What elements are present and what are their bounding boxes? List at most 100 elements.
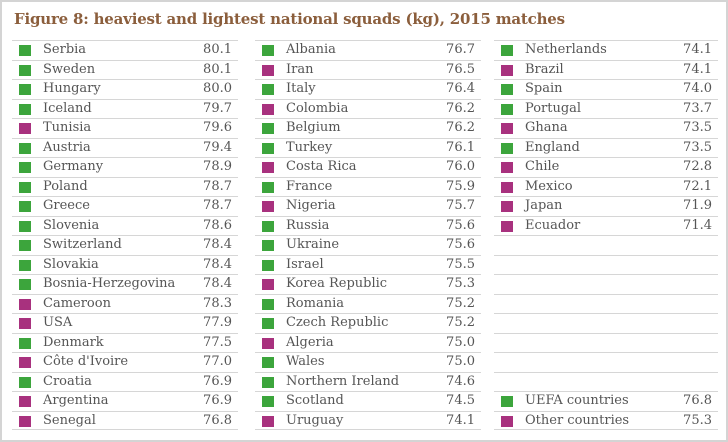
squad-weight-value: 76.5 <box>446 61 475 77</box>
country-name: Italy <box>286 81 316 96</box>
other-swatch-icon <box>501 220 513 232</box>
table-row: Uruguay 74.1 <box>255 410 481 430</box>
table-row: Croatia 76.9 <box>12 371 238 392</box>
other-swatch-icon <box>19 123 31 134</box>
table-row: Italy 76.4 <box>255 79 481 99</box>
table-row: Slovakia 78.4 <box>12 254 238 275</box>
squad-weight-value: 76.8 <box>203 412 232 428</box>
table-row: Mexico 72.1 <box>494 176 718 197</box>
other-swatch-icon <box>262 415 274 427</box>
other-swatch-icon <box>501 162 513 173</box>
country-name: Korea Republic <box>286 276 388 291</box>
country-name: Other countries <box>525 412 630 428</box>
country-name: Slovakia <box>43 256 99 272</box>
squad-weight-value: 76.9 <box>203 373 232 389</box>
uefa-swatch-icon <box>501 45 513 56</box>
squad-weight-value: 78.4 <box>203 256 232 272</box>
squad-weight-value: 80.0 <box>203 81 232 96</box>
squad-weight-value: 75.2 <box>446 315 475 330</box>
squad-weight-value: 75.3 <box>446 276 475 291</box>
country-name: Ghana <box>525 120 568 135</box>
uefa-swatch-icon <box>501 84 513 95</box>
table-row: Belgium 76.2 <box>255 118 481 138</box>
other-swatch-icon <box>262 279 274 290</box>
country-name: Wales <box>286 354 325 369</box>
country-name: Croatia <box>43 373 92 389</box>
other-swatch-icon <box>262 103 274 115</box>
table-row: Denmark 77.5 <box>12 332 238 353</box>
country-name: USA <box>43 315 73 330</box>
uefa-swatch-icon <box>501 142 513 154</box>
squad-weight-value: 73.5 <box>683 120 712 135</box>
squad-weight-value: 72.8 <box>683 159 712 174</box>
squad-weight-value: 76.7 <box>446 42 475 57</box>
table-row: Cameroon 78.3 <box>12 293 238 314</box>
country-name: Iceland <box>43 100 92 116</box>
country-name: Bosnia-Herzegovina <box>43 276 176 291</box>
other-swatch-icon <box>262 162 274 173</box>
country-name: Serbia <box>43 42 87 57</box>
table-row <box>494 332 718 353</box>
other-swatch-icon <box>501 64 513 76</box>
other-swatch-icon <box>19 357 31 368</box>
table-row: Bosnia-Herzegovina 78.4 <box>12 274 238 294</box>
country-name: Sweden <box>43 61 96 77</box>
uefa-swatch-icon <box>262 259 274 271</box>
table-row: Russia 75.6 <box>255 215 481 236</box>
uefa-swatch-icon <box>262 220 274 232</box>
uefa-swatch-icon <box>19 201 31 212</box>
table-row <box>494 352 718 372</box>
other-swatch-icon <box>501 415 513 427</box>
uefa-swatch-icon <box>19 84 31 95</box>
table-column-3: Netherlands 74.1 Brazil 74.1 Spain 74.0 Portug… <box>494 40 718 430</box>
country-name: Japan <box>525 198 563 213</box>
country-name: Slovenia <box>43 217 100 233</box>
table-row: Northern Ireland 74.6 <box>255 371 481 392</box>
country-name: Costa Rica <box>286 159 357 174</box>
country-name: Albania <box>286 42 336 57</box>
country-name: Hungary <box>43 81 101 96</box>
table-row: Portugal 73.7 <box>494 98 718 119</box>
table-row: Iran 76.5 <box>255 59 481 80</box>
table-row: England 73.5 <box>494 137 718 158</box>
squad-weight-value: 75.0 <box>446 334 475 350</box>
table-row: Ecuador 71.4 <box>494 215 718 236</box>
country-name: Tunisia <box>43 120 92 135</box>
country-name: Spain <box>525 81 563 96</box>
squad-weight-value: 78.9 <box>203 159 232 174</box>
squad-weight-value: 77.0 <box>203 354 232 369</box>
squad-weight-value: 80.1 <box>203 61 232 77</box>
squad-weight-value: 75.6 <box>446 217 475 233</box>
squad-weight-value: 76.1 <box>446 139 475 155</box>
uefa-swatch-icon <box>19 181 31 193</box>
squad-weight-value: 78.7 <box>203 198 232 213</box>
table-row: Argentina 76.9 <box>12 391 238 411</box>
squad-weight-value: 76.4 <box>446 81 475 96</box>
squad-weight-value: 76.0 <box>446 159 475 174</box>
figure-title: Figure 8: heaviest and lightest national… <box>14 10 565 28</box>
uefa-swatch-icon <box>262 318 274 329</box>
squad-weight-value: 78.4 <box>203 276 232 291</box>
table-row: Israel 75.5 <box>255 254 481 275</box>
table-row: Greece 78.7 <box>12 196 238 216</box>
squad-weight-value: 79.7 <box>203 100 232 116</box>
other-swatch-icon <box>262 64 274 76</box>
table-row: Nigeria 75.7 <box>255 196 481 216</box>
squad-weight-value: 76.2 <box>446 100 475 116</box>
table-row: Costa Rica 76.0 <box>255 157 481 177</box>
squad-weight-value: 78.7 <box>203 178 232 194</box>
uefa-swatch-icon <box>262 181 274 193</box>
uefa-swatch-icon <box>262 376 274 388</box>
uefa-swatch-icon <box>262 240 274 251</box>
squad-weight-value: 74.1 <box>683 42 712 57</box>
squad-weight-value: 78.6 <box>203 217 232 233</box>
table-row: Serbia 80.1 <box>12 40 238 60</box>
country-name: Senegal <box>43 412 96 428</box>
country-name: Turkey <box>286 139 333 155</box>
uefa-swatch-icon <box>19 162 31 173</box>
table-row: Other countries 75.3 <box>494 410 718 430</box>
country-name: Chile <box>525 159 560 174</box>
uefa-swatch-icon <box>501 103 513 115</box>
table-row <box>494 313 718 333</box>
